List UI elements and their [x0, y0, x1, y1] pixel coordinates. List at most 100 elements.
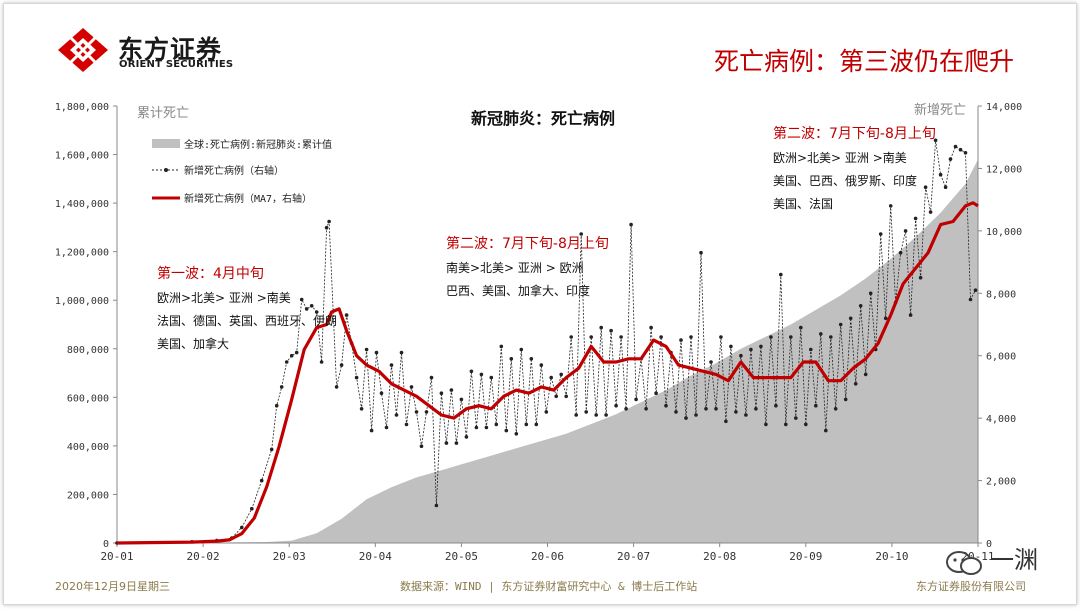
daily-deaths-point — [319, 360, 324, 364]
daily-deaths-point — [499, 344, 504, 349]
daily-deaths-point — [779, 272, 783, 277]
left-tick-label: 1,400,000 — [55, 199, 109, 210]
daily-deaths-point — [354, 375, 359, 380]
daily-deaths-point — [489, 375, 494, 380]
daily-deaths-point — [599, 325, 603, 330]
daily-deaths-point — [838, 322, 843, 327]
annotation-title: 第二波：7月下旬-8月上旬 — [773, 125, 936, 142]
right-tick-label: 12,000 — [986, 164, 1022, 175]
daily-deaths-point — [444, 441, 449, 445]
daily-deaths-point — [529, 357, 534, 361]
annotation-line: 欧洲>北美> 亚洲 >南美 — [773, 150, 907, 165]
legend-marker — [164, 168, 168, 172]
daily-deaths-point — [799, 325, 803, 330]
daily-deaths-point — [878, 232, 883, 236]
daily-deaths-point — [399, 350, 404, 355]
daily-deaths-point — [594, 413, 598, 417]
daily-deaths-point — [684, 416, 688, 420]
daily-deaths-point — [434, 503, 439, 508]
daily-deaths-point — [344, 313, 349, 317]
daily-deaths-point — [814, 403, 818, 408]
daily-deaths-point — [868, 291, 873, 296]
daily-deaths-point — [908, 313, 913, 317]
daily-deaths-point — [654, 391, 658, 396]
daily-deaths-point — [704, 407, 708, 411]
daily-deaths-point — [279, 385, 284, 389]
daily-deaths-point — [304, 307, 309, 311]
daily-deaths-point — [624, 407, 628, 411]
daily-deaths-point — [729, 344, 733, 349]
daily-deaths-point — [649, 325, 653, 330]
daily-deaths-point — [284, 360, 289, 364]
logo-name-en: ORIENT SECURITIES — [119, 59, 234, 70]
left-tick-label: 200,000 — [67, 490, 109, 501]
daily-deaths-point — [474, 425, 479, 430]
right-axis-label: 新增死亡 — [914, 102, 966, 118]
right-tick-label: 4,000 — [986, 414, 1016, 425]
annotation-line: 欧洲>北美> 亚洲 >南美 — [157, 290, 291, 305]
left-tick-label: 800,000 — [67, 345, 109, 356]
daily-deaths-point — [679, 338, 683, 342]
x-tick-label: 20-01 — [100, 550, 133, 563]
daily-deaths-point — [724, 419, 728, 424]
daily-deaths-point — [769, 335, 773, 339]
daily-deaths-point — [259, 478, 264, 483]
wechat-watermark-icon — [946, 551, 982, 575]
annotation-title: 第一波：4月中旬 — [157, 265, 264, 282]
daily-deaths-point — [784, 422, 788, 427]
daily-deaths-point — [863, 372, 868, 377]
daily-deaths-point — [644, 407, 648, 411]
daily-deaths-point — [379, 391, 384, 396]
daily-deaths-point — [309, 304, 314, 308]
daily-deaths-point — [494, 422, 499, 427]
daily-deaths-point — [634, 397, 638, 402]
daily-deaths-point — [409, 385, 414, 389]
daily-deaths-point — [819, 332, 823, 336]
footer-company: 东方证券股份有限公司 — [916, 580, 1026, 593]
annotation-line: 巴西、美国、加拿大、印度 — [446, 283, 590, 298]
daily-deaths-point — [664, 403, 668, 408]
daily-deaths-point — [809, 347, 813, 352]
daily-deaths-point — [419, 444, 424, 449]
daily-deaths-point — [469, 369, 474, 374]
logo-mark-icon — [58, 28, 108, 72]
daily-deaths-point — [449, 388, 454, 392]
x-tick-label: 20-03 — [273, 550, 306, 563]
daily-deaths-point — [339, 363, 344, 367]
daily-deaths-point — [659, 335, 663, 339]
legend-label: 新增死亡病例（MA7，右轴） — [184, 192, 312, 205]
daily-deaths-point — [327, 219, 331, 224]
cumulative-deaths-area — [117, 159, 978, 543]
footer-date: 2020年12月9日星期三 — [55, 580, 170, 593]
daily-deaths-point — [614, 403, 618, 408]
daily-deaths-point — [943, 185, 948, 189]
x-tick-label: 20-09 — [789, 550, 822, 563]
daily-deaths-point — [948, 157, 953, 161]
daily-deaths-point — [794, 416, 798, 420]
daily-deaths-point — [963, 151, 968, 155]
slide-title: 死亡病例：第三波仍在爬升 — [713, 47, 1014, 76]
footer-source: 数据来源：WIND | 东方证券财富研究中心 & 博士后工作站 — [400, 580, 698, 593]
daily-deaths-point — [539, 363, 544, 367]
daily-deaths-point — [719, 335, 723, 339]
daily-deaths-point — [414, 410, 419, 414]
daily-deaths-point — [848, 316, 853, 321]
daily-deaths-point — [754, 407, 758, 411]
watermark-text: 一渊 — [990, 546, 1038, 574]
daily-deaths-point — [574, 413, 578, 417]
daily-deaths-point — [569, 335, 573, 339]
annotation-title: 第二波：7月下旬-8月上旬 — [446, 235, 609, 252]
legend-label: 全球:死亡病例:新冠肺炎:累计值 — [184, 138, 332, 151]
daily-deaths-point — [694, 413, 698, 417]
x-tick-label: 20-04 — [359, 550, 392, 563]
ma7-line — [116, 201, 979, 545]
annotation-line: 美国、法国 — [773, 197, 833, 211]
annotation-line: 美国、巴西、俄罗斯、印度 — [773, 173, 917, 188]
daily-deaths-point — [564, 394, 568, 399]
daily-deaths-point — [759, 344, 763, 349]
daily-deaths-point — [824, 428, 828, 433]
annotation-line: 法国、德国、英国、西班牙、伊朗 — [157, 313, 337, 328]
daily-deaths-point — [579, 232, 583, 236]
left-tick-label: 1,200,000 — [55, 248, 109, 259]
